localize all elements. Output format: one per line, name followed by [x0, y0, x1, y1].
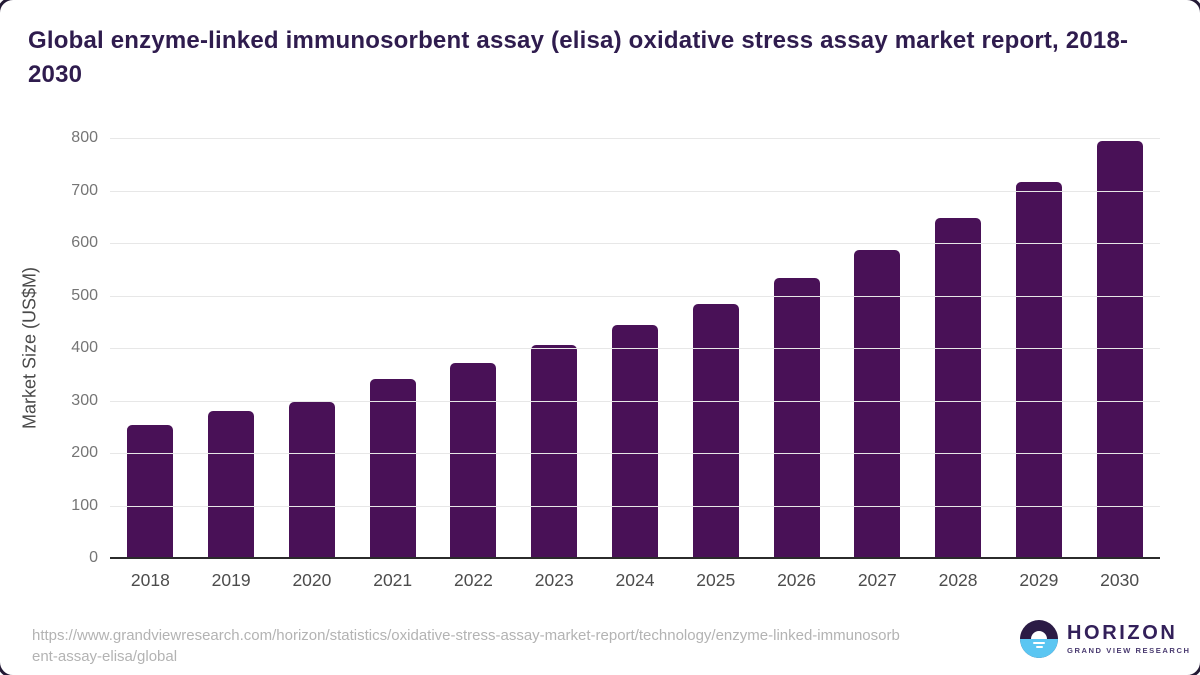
- logo-name: HORIZON: [1067, 622, 1178, 644]
- x-tick-label: 2021: [373, 570, 413, 590]
- gridline: [110, 295, 1160, 297]
- bar-slot: [352, 138, 433, 558]
- y-tick-label: 100: [71, 496, 98, 514]
- bar-2024: [611, 325, 658, 558]
- gridline: [110, 505, 1160, 507]
- bar-2021: [369, 378, 416, 558]
- x-tick-label: 2029: [1019, 570, 1059, 590]
- logo-reflection-line: [1033, 641, 1045, 644]
- bar-2027: [854, 249, 901, 558]
- gridline: [110, 138, 1160, 139]
- x-tick-label: 2020: [292, 570, 332, 590]
- page-title: Global enzyme-linked immunosorbent assay…: [28, 27, 1129, 88]
- logo-water-shape: [1020, 639, 1058, 658]
- x-axis-line: [110, 557, 1160, 559]
- y-tick-label: 700: [71, 181, 98, 199]
- y-tick-label: 400: [71, 339, 98, 356]
- x-tick-label: 2018: [130, 570, 170, 590]
- source-url-line2: ent-assay-elisa/global: [32, 648, 178, 665]
- bar-slot: [918, 138, 999, 558]
- bar-2019: [208, 411, 255, 558]
- bar-slot: [837, 138, 918, 558]
- horizon-logo: HORIZON GRAND VIEW RESEARCH: [1020, 620, 1191, 658]
- bar-slot: [433, 138, 514, 558]
- bar-slot: [675, 138, 756, 558]
- y-tick-label: 200: [71, 444, 98, 461]
- bar-2025: [692, 303, 739, 558]
- bar-2023: [531, 344, 578, 558]
- logo-text-block: HORIZON GRAND VIEW RESEARCH: [1067, 623, 1191, 655]
- bar-2020: [288, 402, 335, 558]
- source-url: https://www.grandviewresearch.com/horizo…: [32, 625, 962, 667]
- y-tick-label: 300: [71, 391, 98, 409]
- x-tick-label: 2026: [777, 570, 816, 590]
- source-url-line1: https://www.grandviewresearch.com/horizo…: [32, 627, 900, 644]
- bar-slot: [514, 138, 595, 558]
- bar-slot: [110, 138, 191, 558]
- gridline: [110, 453, 1160, 454]
- x-tick-label: 2028: [938, 570, 978, 590]
- gridline: [110, 190, 1160, 192]
- x-tick-label: 2023: [534, 570, 574, 590]
- bar-slot: [1079, 138, 1160, 558]
- y-tick-label: 800: [71, 129, 98, 146]
- x-tick-label: 2019: [211, 570, 251, 590]
- y-tick-label: 500: [71, 286, 98, 304]
- x-tick-label: 2030: [1100, 570, 1140, 590]
- bar-2022: [450, 363, 497, 558]
- bar-slot: [998, 138, 1079, 558]
- y-tick-label: 0: [89, 549, 98, 566]
- plot-area: [110, 138, 1160, 559]
- bar-slot: [272, 138, 353, 558]
- bar-slot: [756, 138, 837, 558]
- gridline: [110, 243, 1160, 244]
- bars-container: [110, 138, 1160, 558]
- bar-2026: [773, 277, 820, 558]
- logo-reflection-line: [1035, 646, 1043, 648]
- bar-2029: [1015, 181, 1062, 558]
- x-tick-label: 2024: [615, 570, 655, 590]
- gridline: [110, 348, 1160, 349]
- logo-sun-shape: [1031, 631, 1047, 639]
- x-tick-label: 2027: [857, 570, 897, 590]
- bar-2030: [1096, 141, 1143, 558]
- gridline: [110, 400, 1160, 402]
- x-tick-label: 2025: [696, 570, 736, 590]
- bar-2028: [935, 217, 982, 558]
- x-tick-label: 2022: [453, 570, 493, 590]
- horizon-logo-icon: [1020, 620, 1058, 658]
- bar-slot: [595, 138, 676, 558]
- bar-slot: [191, 138, 272, 558]
- logo-subtitle: GRAND VIEW RESEARCH: [1067, 646, 1191, 655]
- bar-2018: [127, 425, 174, 558]
- y-tick-label: 600: [71, 234, 98, 251]
